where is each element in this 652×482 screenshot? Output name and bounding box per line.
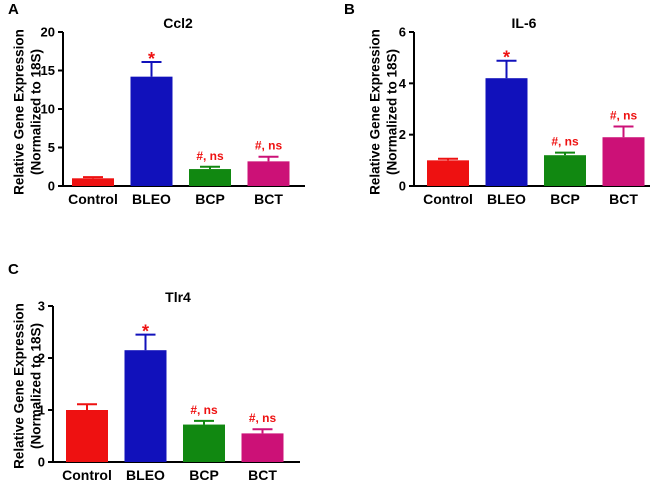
significance-label: #, ns	[190, 403, 218, 417]
bar-bct	[241, 433, 284, 462]
bar-bct	[602, 137, 645, 186]
bar-bcp	[544, 155, 586, 186]
significance-label: #, ns	[610, 108, 638, 122]
significance-label: #, ns	[196, 149, 224, 163]
bar-bcp	[189, 169, 231, 186]
y-axis-label: Relative Gene Expression	[11, 29, 26, 195]
y-tick-label: 3	[38, 299, 45, 314]
x-tick-label: BCT	[254, 191, 283, 207]
x-tick-label: Control	[68, 191, 118, 207]
bar-control	[66, 410, 108, 462]
y-tick-label: 0	[38, 455, 45, 470]
x-tick-label: Control	[62, 467, 112, 482]
panel-letter: A	[8, 1, 19, 18]
significance-label: #, ns	[551, 135, 579, 149]
y-axis-label: (Normalized to 18S)	[384, 49, 399, 175]
y-tick-label: 0	[399, 179, 406, 194]
x-tick-label: BCP	[189, 467, 219, 482]
y-tick-label: 0	[48, 179, 55, 194]
chart-panel-a: A Ccl2 Relative Gene Expression (Normalized…	[8, 1, 305, 207]
y-tick-label: 20	[41, 25, 55, 40]
chart-title: IL-6	[512, 15, 537, 31]
bar-control	[72, 178, 114, 186]
panel-letter: B	[344, 1, 355, 18]
y-tick-label: 4	[399, 76, 407, 91]
x-tick-label: BCP	[195, 191, 225, 207]
bar-bct	[247, 161, 290, 186]
y-tick-label: 15	[41, 63, 55, 78]
y-tick-label: 5	[48, 140, 55, 155]
x-tick-label: BCT	[609, 191, 638, 207]
bar-bleo	[130, 76, 173, 186]
y-tick-label: 2	[38, 351, 45, 366]
significance-star: *	[503, 48, 510, 68]
chart-panel-b: B IL-6 Relative Gene Expression (Normalized…	[344, 1, 650, 207]
y-axis-label: Relative Gene Expression	[367, 29, 382, 195]
significance-label: #, ns	[249, 411, 277, 425]
chart-panel-c: C Tlr4 Relative Gene Expression (Normalized…	[8, 261, 300, 482]
x-tick-label: BLEO	[126, 467, 165, 482]
y-tick-label: 6	[399, 25, 406, 40]
y-tick-label: 10	[41, 102, 55, 117]
significance-label: #, ns	[255, 139, 283, 153]
bar-bleo	[485, 78, 528, 186]
chart-title: Ccl2	[163, 15, 193, 31]
significance-star: *	[148, 49, 155, 69]
x-tick-label: BLEO	[487, 191, 526, 207]
x-tick-label: BLEO	[132, 191, 171, 207]
y-tick-label: 1	[38, 403, 45, 418]
x-tick-label: BCT	[248, 467, 277, 482]
bar-bcp	[183, 424, 225, 462]
y-tick-label: 2	[399, 127, 406, 142]
y-axis-label: (Normalized to 18S)	[28, 49, 43, 175]
y-axis-label: Relative Gene Expression	[11, 303, 26, 469]
x-tick-label: Control	[423, 191, 473, 207]
panel-letter: C	[8, 261, 19, 278]
y-axis-label: (Normalized to 18S)	[28, 323, 43, 449]
bar-control	[427, 160, 469, 186]
chart-title: Tlr4	[165, 289, 191, 305]
bar-bleo	[124, 350, 167, 462]
significance-star: *	[142, 322, 149, 342]
x-tick-label: BCP	[550, 191, 580, 207]
